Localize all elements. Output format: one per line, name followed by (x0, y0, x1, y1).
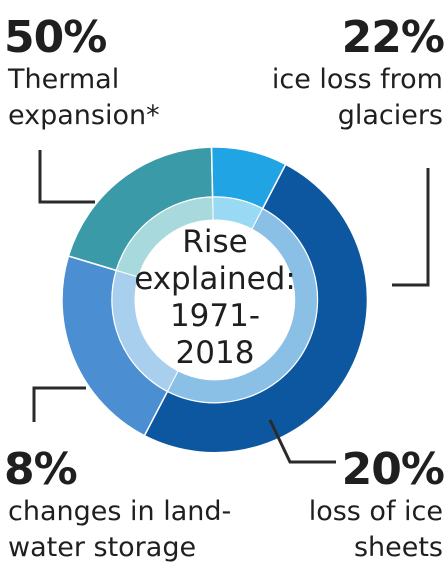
donut-slices (61, 146, 369, 454)
donut-center-hole (135, 220, 295, 380)
center-label-line-4: 2018 (176, 335, 255, 371)
center-label-line-3: 1971- (170, 298, 260, 334)
slice-value-thermal-expansion: 50% (4, 12, 106, 63)
center-label: Rise explained: 1971- 2018 (134, 224, 296, 371)
slice-label-thermal-expansion-line-1: Thermal (7, 64, 119, 95)
leader-line-glaciers (392, 168, 430, 287)
slice-value-land-water: 8% (4, 444, 77, 495)
slice-label-ice-sheets-line-2: sheets (354, 532, 443, 563)
slice-label-land-water-line-1: changes in land- (8, 496, 231, 527)
leader-line-thermal-expansion (38, 150, 95, 204)
leader-line-land-water (32, 386, 86, 422)
slice-label-thermal-expansion-line-2: expansion* (8, 100, 160, 131)
slice-label-ice-sheets-line-1: loss of ice (309, 496, 443, 527)
center-label-line-2: explained: (134, 261, 296, 297)
leader-line-ice-sheets (268, 419, 336, 464)
slice-value-glaciers: 22% (342, 12, 444, 63)
slice-value-ice-sheets: 20% (342, 444, 444, 495)
slice-label-glaciers-line-2: glaciers (338, 100, 443, 131)
slice-label-land-water-line-2: water storage (8, 532, 196, 563)
center-label-line-1: Rise (182, 224, 247, 260)
slice-label-glaciers-line-1: ice loss from (272, 64, 443, 95)
